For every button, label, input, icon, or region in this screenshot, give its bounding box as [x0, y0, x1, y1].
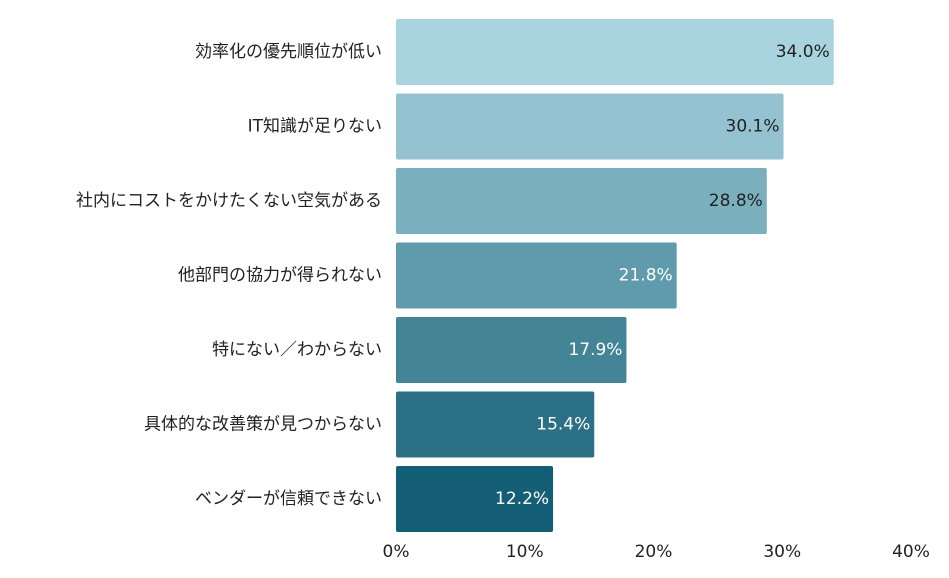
category-label: ベンダーが信頼できない: [195, 489, 382, 509]
bar: [396, 19, 834, 85]
category-label: 特にない／わからない: [212, 340, 382, 360]
bar: [396, 93, 784, 160]
bar: [396, 242, 677, 309]
bar: [396, 391, 595, 458]
data-label: 21.8%: [619, 266, 673, 286]
data-label: 34.0%: [776, 42, 830, 62]
bar: [396, 317, 627, 383]
data-label: 12.2%: [495, 489, 549, 509]
category-label: 効率化の優先順位が低い: [195, 42, 382, 62]
x-tick-label: 40%: [892, 542, 930, 562]
x-axis-ticks: 0% 10% 20% 30% 40%: [383, 542, 930, 562]
data-label: 30.1%: [726, 117, 780, 137]
x-tick-label: 20%: [635, 542, 673, 562]
bars: [396, 19, 834, 532]
data-label: 15.4%: [536, 415, 590, 435]
x-tick-label: 10%: [506, 542, 544, 562]
bar: [396, 466, 554, 532]
data-label: 17.9%: [568, 340, 622, 360]
category-label: IT知識が足りない: [248, 117, 382, 137]
category-labels: 効率化の優先順位が低い IT知識が足りない社内にコストをかけたくない空気がある他部…: [76, 42, 382, 509]
data-labels: 34.0% 30.1% 28.8% 21.8% 17.9% 15.4% 12.2%: [495, 42, 830, 509]
x-tick-label: 30%: [763, 542, 801, 562]
category-label: 具体的な改善策が見つからない: [144, 415, 382, 435]
data-label: 28.8%: [709, 191, 763, 211]
x-tick-label: 0%: [383, 542, 410, 562]
category-label: 社内にコストをかけたくない空気がある: [76, 191, 382, 211]
bar: [396, 168, 767, 234]
category-label: 他部門の協力が得られない: [178, 266, 382, 286]
